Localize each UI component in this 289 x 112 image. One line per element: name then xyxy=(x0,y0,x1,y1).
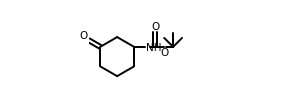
Text: O: O xyxy=(151,22,160,32)
Text: O: O xyxy=(79,30,88,40)
Text: O: O xyxy=(160,48,168,58)
Text: NH: NH xyxy=(146,42,161,52)
